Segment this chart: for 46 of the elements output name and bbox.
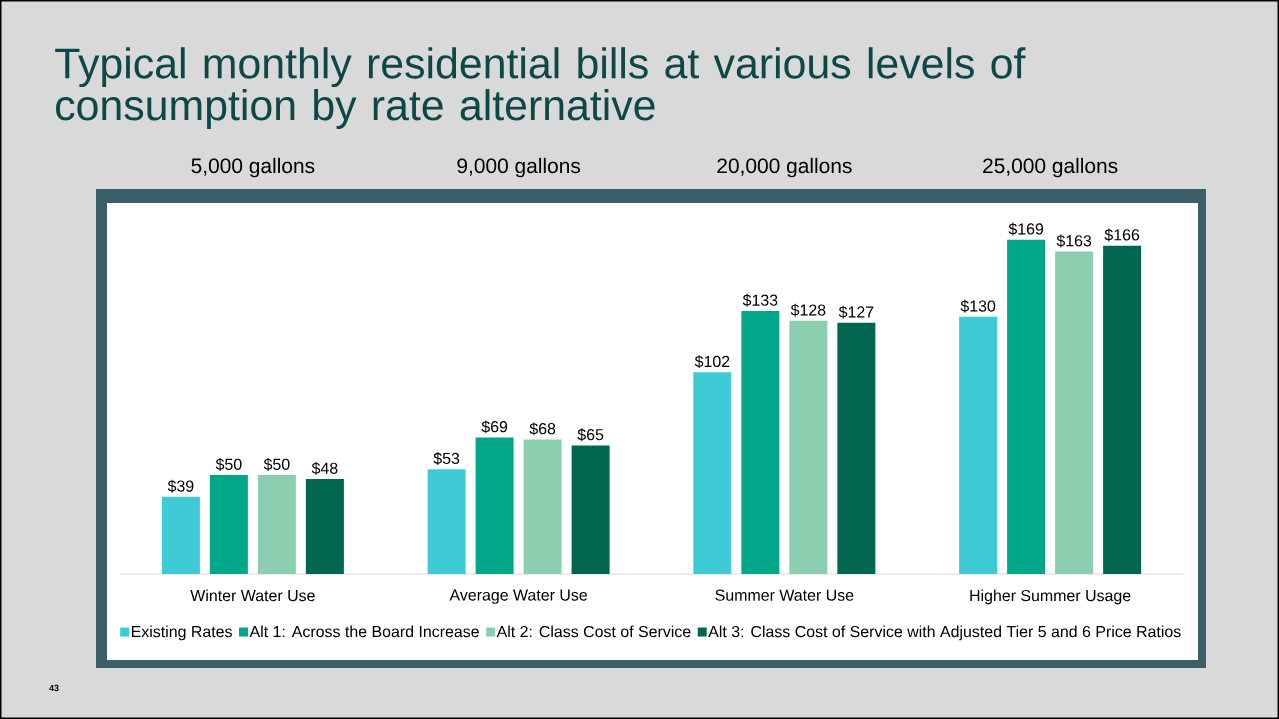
- data-label: $169: [1008, 222, 1044, 236]
- bar: [741, 310, 780, 574]
- data-label: $163: [1056, 234, 1092, 248]
- bar: [789, 320, 828, 574]
- bar: [1055, 251, 1094, 574]
- bar: [693, 372, 732, 574]
- data-label: $166: [1104, 228, 1140, 242]
- bar: [1103, 245, 1142, 574]
- bar: [475, 437, 514, 574]
- text: 5,000 gallons: [191, 157, 315, 178]
- x-tick-label: Higher Summer Usage: [970, 589, 1131, 605]
- data-label: $130: [960, 299, 996, 313]
- text: 9,000 gallons: [457, 157, 581, 178]
- data-label: $69: [481, 420, 508, 434]
- bar: [959, 316, 998, 574]
- chart-title: Typical monthly residential bills at various levels of consumption by rate alternative: [55, 47, 1026, 129]
- legend-label: Alt 2: Class Cost of Service: [496, 625, 691, 638]
- data-label: $50: [215, 458, 242, 471]
- bar: [257, 475, 296, 574]
- legend-label: Existing Rates: [131, 625, 232, 641]
- bar: [1007, 239, 1046, 574]
- bar: [305, 479, 344, 574]
- legend-label: Alt 1: Across the Board Increase: [249, 625, 479, 638]
- bar: [571, 445, 610, 574]
- data-label: $133: [742, 293, 778, 307]
- bar: [427, 469, 466, 574]
- data-label: $127: [838, 305, 874, 319]
- data-label: $39: [167, 479, 194, 493]
- data-label: $128: [790, 303, 826, 317]
- data-label: $50: [263, 458, 290, 471]
- x-tick-label: Winter Water Use: [190, 589, 315, 602]
- bar: [837, 322, 876, 574]
- x-tick-label: Summer Water Use: [715, 589, 854, 601]
- data-label: $102: [694, 355, 730, 369]
- bar: [209, 475, 248, 574]
- legend-label: Alt 3: Class Cost of Service with Adjusted Tier 5 and 6 Price Ratios: [708, 625, 1181, 641]
- data-label: $68: [529, 422, 556, 436]
- data-label: $65: [577, 428, 604, 442]
- data-label: $53: [433, 452, 460, 465]
- x-tick-label: Average Water Use: [449, 589, 587, 604]
- text: 25,000 gallons: [983, 157, 1118, 178]
- text: 43: [49, 684, 59, 692]
- data-label: $48: [311, 461, 338, 475]
- bar: [523, 439, 562, 574]
- bar: [161, 496, 200, 574]
- text: 20,000 gallons: [717, 157, 852, 178]
